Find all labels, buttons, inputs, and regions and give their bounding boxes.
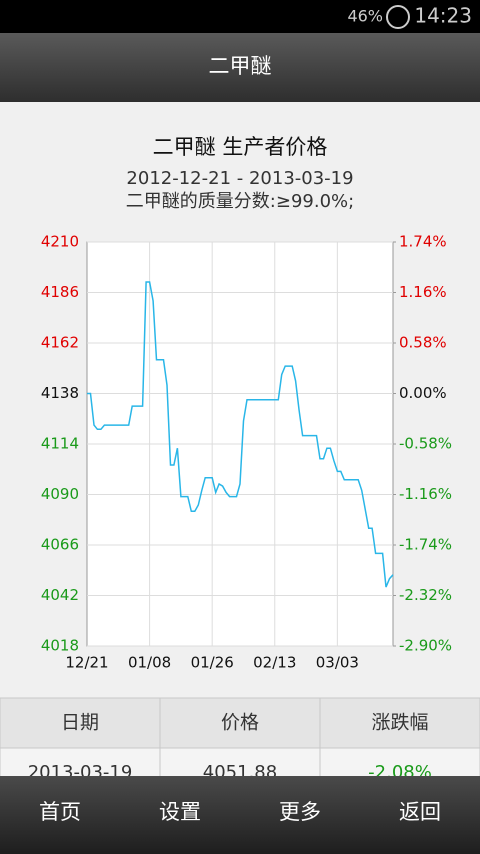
y-tick-label: 4018 <box>41 637 79 655</box>
y-tick-label: 4114 <box>41 435 79 453</box>
y2-tick-label: 1.16% <box>399 283 447 301</box>
clock: 14:23 <box>414 4 472 28</box>
y-tick-label: 4210 <box>41 233 79 251</box>
y-tick-label: 4162 <box>41 334 79 352</box>
nav-button[interactable]: 设置 <box>159 800 201 824</box>
chart-note: 二甲醚的质量分数:≥99.0%; <box>126 191 354 212</box>
y-tick-label: 4090 <box>41 485 79 503</box>
y2-tick-label: 0.00% <box>399 384 447 402</box>
header <box>0 33 480 102</box>
x-tick-label: 02/13 <box>253 654 296 672</box>
table-header-cell <box>159 697 321 749</box>
x-tick-label: 01/26 <box>191 654 234 672</box>
y-tick-label: 4066 <box>41 536 79 554</box>
nav-button[interactable]: 更多 <box>279 800 321 824</box>
nav-bar <box>0 776 480 854</box>
y-tick-label: 4042 <box>41 586 79 604</box>
table-header-text: 价格 <box>221 712 259 734</box>
chart-title: 二甲醚 生产者价格 <box>153 135 328 159</box>
chart-subtitle: 2012-12-21 - 2013-03-19 <box>126 168 353 189</box>
nav-button[interactable]: 首页 <box>39 800 81 824</box>
y2-tick-label: -1.16% <box>399 485 452 503</box>
y2-tick-label: -0.58% <box>399 435 452 453</box>
y2-tick-label: 0.58% <box>399 334 447 352</box>
y2-tick-label: -1.74% <box>399 536 452 554</box>
y2-tick-label: -2.32% <box>399 586 452 604</box>
battery: 46% <box>347 7 383 26</box>
price-line <box>87 281 394 588</box>
y-tick-label: 4186 <box>41 283 79 301</box>
battery-icon <box>386 5 410 29</box>
table-header-text: 涨跌幅 <box>371 712 428 734</box>
x-tick-label: 01/08 <box>128 654 171 672</box>
x-tick-label: 03/03 <box>316 654 359 672</box>
y-tick-label: 4138 <box>41 384 79 402</box>
nav-button[interactable]: 返回 <box>399 800 441 824</box>
x-tick-label: 12/21 <box>65 654 108 672</box>
y2-tick-label: -2.90% <box>399 637 452 655</box>
y2-tick-label: 1.74% <box>399 233 447 251</box>
table-header-text: 日期 <box>61 712 99 734</box>
header-title: 二甲醚 <box>209 54 272 78</box>
